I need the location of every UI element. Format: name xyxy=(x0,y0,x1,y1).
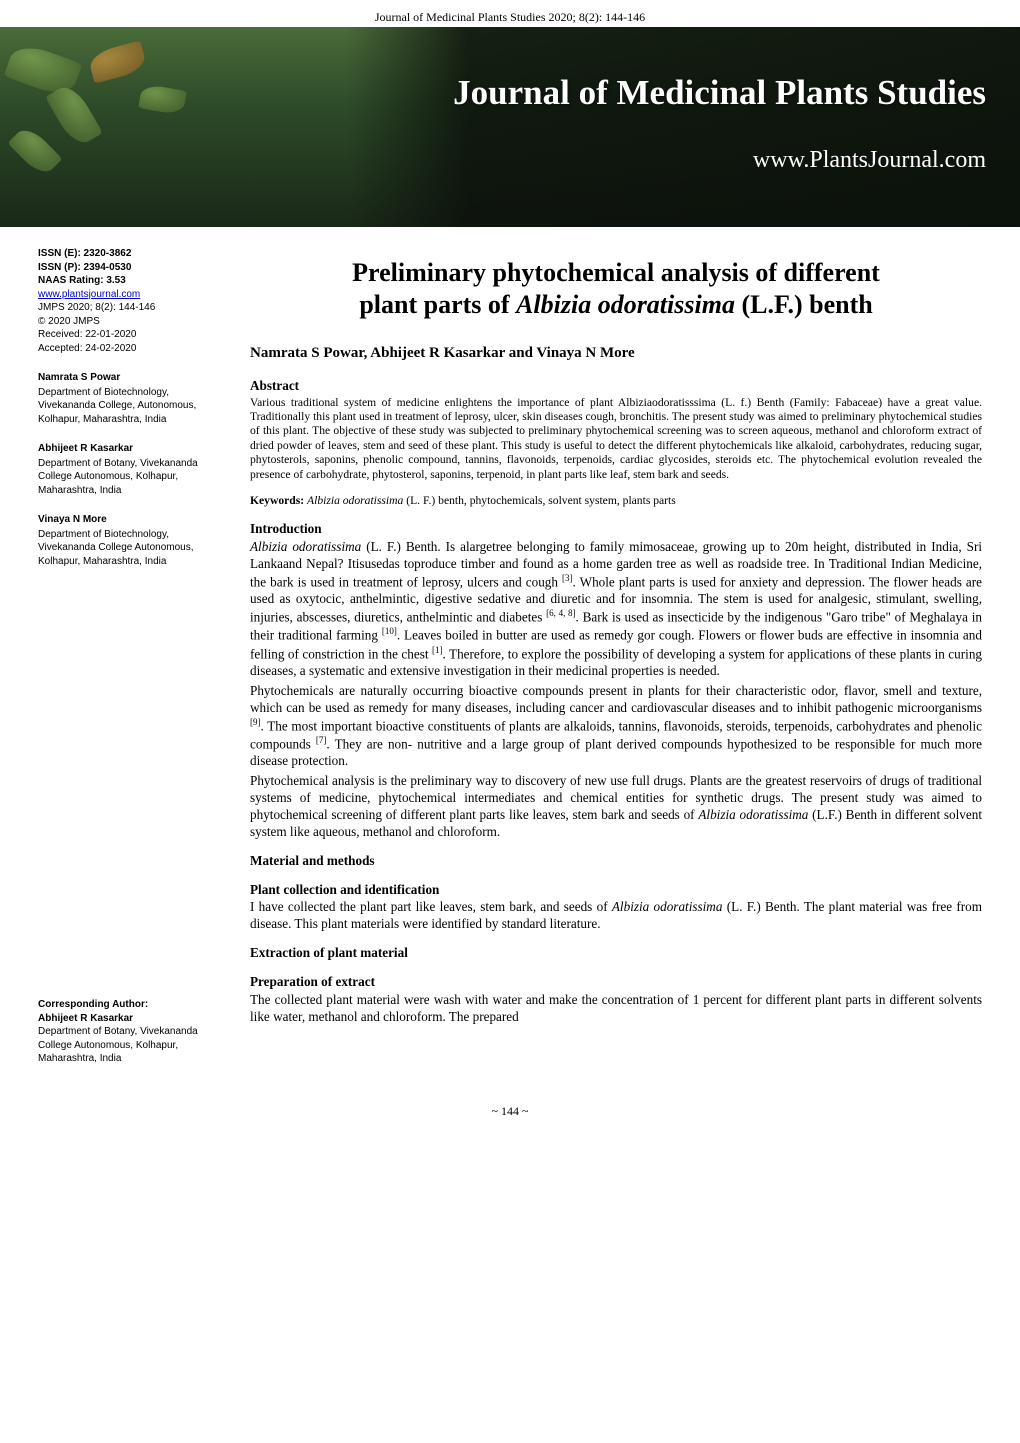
issn-e: ISSN (E): 2320-3862 xyxy=(38,247,224,261)
title-species: Albizia odoratissima xyxy=(516,290,735,319)
keywords: Keywords: Albizia odoratissima (L. F.) b… xyxy=(250,494,982,509)
journal-link[interactable]: www.plantsjournal.com xyxy=(38,289,140,300)
title-line-2-pre: plant parts of xyxy=(359,290,516,319)
article-title: Preliminary phytochemical analysis of di… xyxy=(250,257,982,320)
corr-label: Corresponding Author: xyxy=(38,998,224,1012)
title-line-2-post: (L.F.) benth xyxy=(735,290,873,319)
accepted-date: Accepted: 24-02-2020 xyxy=(38,342,224,356)
keywords-species: Albizia odoratissima xyxy=(307,494,403,507)
corr-name: Abhijeet R Kasarkar xyxy=(38,1012,224,1026)
introduction-heading: Introduction xyxy=(250,521,982,538)
corr-affiliation: Department of Botany, Vivekananda Colleg… xyxy=(38,1026,198,1064)
plant-collection-heading: Plant collection and identification xyxy=(250,882,982,899)
intro-paragraph-2: Phytochemicals are naturally occurring b… xyxy=(250,683,982,770)
naas-rating: NAAS Rating: 3.53 xyxy=(38,274,224,288)
intro-paragraph-1: Albizia odoratissima (L. F.) Benth. Is a… xyxy=(250,539,982,680)
abstract-text: Various traditional system of medicine e… xyxy=(250,396,982,483)
corresponding-author: Corresponding Author: Abhijeet R Kasarka… xyxy=(38,998,224,1066)
sidebar-author: Namrata S Powar Department of Biotechnol… xyxy=(38,371,224,426)
citation: [7] xyxy=(316,735,327,745)
keywords-label: Keywords: xyxy=(250,494,304,507)
page-content: ISSN (E): 2320-3862 ISSN (P): 2394-0530 … xyxy=(0,227,1020,1096)
preparation-paragraph: The collected plant material were wash w… xyxy=(250,992,982,1026)
journal-name: Journal of Medicinal Plants Studies xyxy=(453,73,986,113)
received-date: Received: 22-01-2020 xyxy=(38,328,224,342)
preparation-heading: Preparation of extract xyxy=(250,974,982,991)
authors-line: Namrata S Powar, Abhijeet R Kasarkar and… xyxy=(250,344,982,363)
sidebar-author: Abhijeet R Kasarkar Department of Botany… xyxy=(38,442,224,497)
issn-p: ISSN (P): 2394-0530 xyxy=(38,261,224,275)
sidebar-author: Vinaya N More Department of Biotechnolog… xyxy=(38,513,224,568)
text-run: I have collected the plant part like lea… xyxy=(250,899,612,914)
author-name: Namrata S Powar xyxy=(38,371,224,385)
material-methods-heading: Material and methods xyxy=(250,853,982,870)
jmps-ref: JMPS 2020; 8(2): 144-146 xyxy=(38,301,224,315)
banner-overlay xyxy=(347,27,1020,227)
text-run: . They are non- nutritive and a large gr… xyxy=(250,736,982,768)
keywords-rest: (L. F.) benth, phytochemicals, solvent s… xyxy=(403,494,675,507)
author-affiliation: Department of Biotechnology, Vivekananda… xyxy=(38,387,196,425)
title-line-1: Preliminary phytochemical analysis of di… xyxy=(352,258,880,287)
citation: [3] xyxy=(562,573,573,583)
page-number: ~ 144 ~ xyxy=(0,1096,1020,1131)
author-affiliation: Department of Botany, Vivekananda Colleg… xyxy=(38,458,198,496)
text-run: Phytochemicals are naturally occurring b… xyxy=(250,683,982,715)
author-affiliation: Department of Biotechnology, Vivekananda… xyxy=(38,529,193,567)
author-name: Abhijeet R Kasarkar xyxy=(38,442,224,456)
extraction-heading: Extraction of plant material xyxy=(250,945,982,962)
top-citation: Journal of Medicinal Plants Studies 2020… xyxy=(0,0,1020,27)
species-name: Albizia odoratissima xyxy=(612,899,723,914)
abstract-heading: Abstract xyxy=(250,378,982,395)
plant-collection-paragraph: I have collected the plant part like lea… xyxy=(250,899,982,933)
copyright: © 2020 JMPS xyxy=(38,315,224,329)
journal-url: www.PlantsJournal.com xyxy=(753,147,986,174)
citation: [10] xyxy=(382,626,397,636)
species-name: Albizia odoratissima xyxy=(698,807,808,822)
meta-block: ISSN (E): 2320-3862 ISSN (P): 2394-0530 … xyxy=(38,247,224,355)
sidebar: ISSN (E): 2320-3862 ISSN (P): 2394-0530 … xyxy=(38,247,224,1066)
citation: [9] xyxy=(250,717,261,727)
author-name: Vinaya N More xyxy=(38,513,224,527)
journal-banner: Journal of Medicinal Plants Studies www.… xyxy=(0,27,1020,227)
main-column: Preliminary phytochemical analysis of di… xyxy=(250,247,982,1066)
citation: [1] xyxy=(432,645,443,655)
intro-paragraph-3: Phytochemical analysis is the preliminar… xyxy=(250,773,982,841)
citation: [6, 4, 8] xyxy=(546,608,575,618)
species-name: Albizia odoratissima xyxy=(250,539,361,554)
